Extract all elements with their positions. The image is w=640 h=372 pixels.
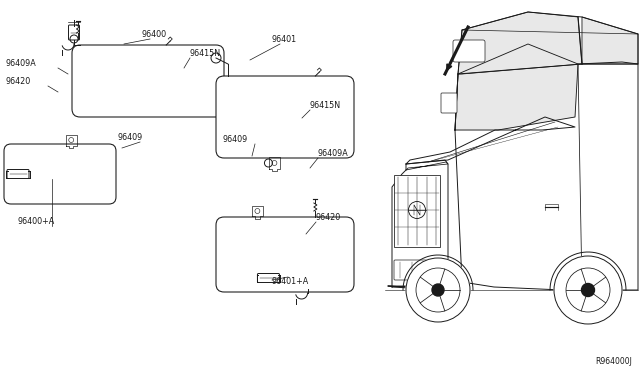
FancyBboxPatch shape — [441, 93, 457, 113]
FancyBboxPatch shape — [68, 25, 79, 40]
Text: R964000J: R964000J — [595, 357, 632, 366]
Polygon shape — [582, 17, 638, 64]
Text: 96409A: 96409A — [5, 59, 36, 68]
FancyBboxPatch shape — [394, 260, 440, 280]
FancyBboxPatch shape — [453, 40, 485, 62]
Text: 96400+A: 96400+A — [18, 217, 55, 226]
Circle shape — [406, 258, 470, 322]
Circle shape — [582, 283, 595, 296]
Polygon shape — [458, 12, 582, 74]
Text: 96420: 96420 — [316, 213, 341, 222]
FancyBboxPatch shape — [4, 144, 116, 204]
Bar — [394, 175, 440, 247]
Text: 96400: 96400 — [142, 30, 167, 39]
Text: 96409A: 96409A — [318, 149, 349, 158]
Text: 96415N: 96415N — [190, 49, 221, 58]
FancyBboxPatch shape — [72, 45, 224, 117]
Circle shape — [554, 256, 622, 324]
Text: 96409: 96409 — [222, 135, 247, 144]
FancyBboxPatch shape — [7, 170, 29, 179]
Text: 96401: 96401 — [272, 35, 297, 44]
Text: 96409: 96409 — [118, 133, 143, 142]
Polygon shape — [455, 44, 578, 130]
FancyBboxPatch shape — [216, 217, 354, 292]
FancyBboxPatch shape — [216, 76, 354, 158]
Circle shape — [432, 284, 444, 296]
Text: 96420: 96420 — [5, 77, 30, 86]
FancyBboxPatch shape — [257, 273, 280, 282]
Text: 96401+A: 96401+A — [272, 277, 309, 286]
Text: 96415N: 96415N — [310, 101, 341, 110]
